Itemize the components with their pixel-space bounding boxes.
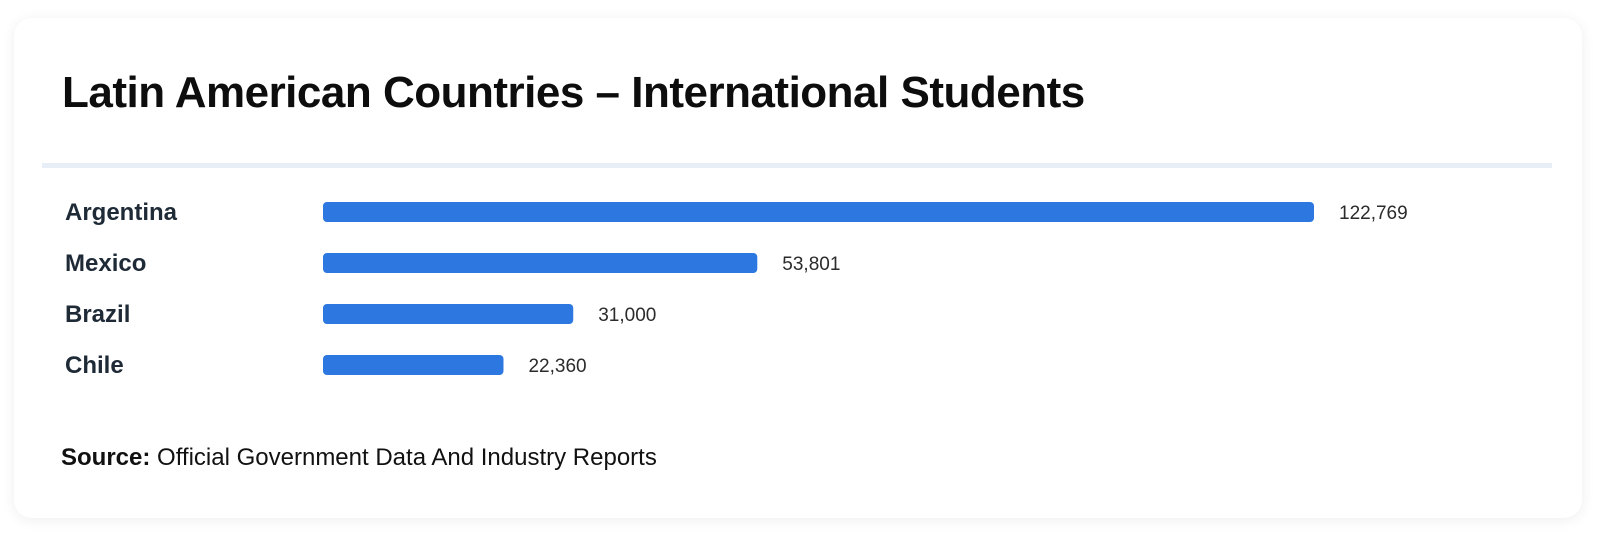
value-label: 53,801 xyxy=(782,254,840,275)
value-label: 22,360 xyxy=(528,356,586,377)
bar-brazil xyxy=(323,304,574,324)
value-label: 122,769 xyxy=(1339,203,1408,224)
category-label: Mexico xyxy=(65,250,146,277)
source-note: Source: Official Government Data And Ind… xyxy=(61,444,657,472)
chart-card: Latin American Countries – International… xyxy=(14,18,1582,518)
title-divider xyxy=(42,163,1552,168)
bar-mexico xyxy=(323,253,758,273)
category-label: Chile xyxy=(65,352,124,379)
source-label: Source: xyxy=(61,444,151,471)
bar-argentina xyxy=(323,202,1314,222)
category-label: Brazil xyxy=(65,301,130,328)
chart-title: Latin American Countries – International… xyxy=(62,68,1085,117)
value-label: 31,000 xyxy=(598,305,656,326)
source-text: Official Government Data And Industry Re… xyxy=(157,444,657,471)
category-label: Argentina xyxy=(65,199,178,226)
bar-chile xyxy=(323,355,504,375)
bar-chart: Argentina 122,769 Mexico 53,801 Brazil 31,000… xyxy=(65,199,1408,379)
